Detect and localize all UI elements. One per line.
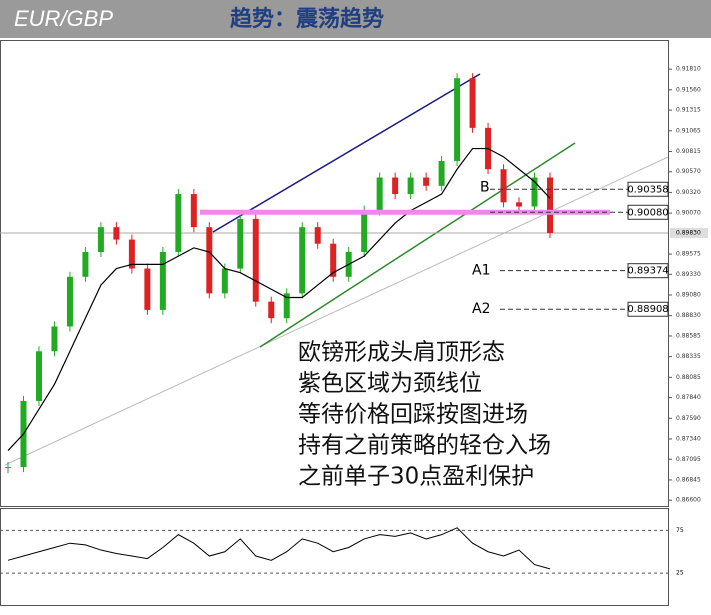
candle xyxy=(516,202,523,207)
candle xyxy=(299,227,306,294)
candle xyxy=(237,218,244,269)
candle xyxy=(423,177,430,186)
title: 趋势：震荡趋势 xyxy=(230,6,384,32)
candle xyxy=(144,268,151,310)
candle xyxy=(206,227,213,294)
candle xyxy=(361,210,368,252)
candle xyxy=(175,194,182,252)
candle xyxy=(128,239,135,269)
y-tick-label: 0.89575 xyxy=(676,251,701,258)
oscillator-line xyxy=(7,527,551,570)
y-tick-label: 0.88585 xyxy=(676,332,701,339)
level-label: 0.88908 xyxy=(627,304,668,315)
candle xyxy=(531,177,538,207)
candle xyxy=(252,218,259,302)
level-name: A1 xyxy=(472,263,490,279)
candle xyxy=(66,276,73,327)
y-tick-label: 0.86845 xyxy=(676,476,701,483)
y-tick-label: 0.91810 xyxy=(676,66,701,73)
y-tick-label: 0.87590 xyxy=(676,415,701,422)
annotation-line: 之前单子30点盈利保护 xyxy=(298,464,534,490)
y-tick-label: 0.86600 xyxy=(676,497,701,504)
y-tick-label: 0.90070 xyxy=(676,210,701,217)
level-name: B xyxy=(480,179,490,195)
y-tick-label: 0.88830 xyxy=(676,312,701,319)
candle xyxy=(35,351,42,401)
candle xyxy=(190,194,197,228)
level-box xyxy=(627,301,669,317)
candle xyxy=(392,177,399,195)
candle xyxy=(376,177,383,211)
candle xyxy=(5,467,11,469)
level-box xyxy=(627,181,669,197)
y-tick-label: 0.89330 xyxy=(676,271,701,278)
y-tick-label: 0.87095 xyxy=(676,456,701,463)
current-price-label: 0.89830 xyxy=(676,229,701,236)
candle xyxy=(51,326,58,352)
candle xyxy=(314,227,321,244)
candle xyxy=(469,78,476,128)
y-tick-label: 0.88335 xyxy=(676,353,701,360)
candle xyxy=(283,293,290,319)
candle xyxy=(330,243,337,277)
level-box xyxy=(627,204,669,220)
osc-frame xyxy=(0,508,669,606)
symbol: EUR/GBP xyxy=(14,6,113,31)
candle xyxy=(221,268,228,294)
current-price-box xyxy=(670,227,708,238)
candle xyxy=(438,160,445,186)
y-tick-label: 0.90320 xyxy=(676,189,701,196)
channel-line xyxy=(212,73,481,233)
osc-tick-label: 25 xyxy=(676,570,684,577)
candle xyxy=(268,301,275,319)
candle xyxy=(159,251,166,310)
candle xyxy=(407,177,414,195)
y-tick-label: 0.91065 xyxy=(676,127,701,134)
y-tick-label: 0.91315 xyxy=(676,107,701,114)
annotation-line: 持有之前策略的轻仓入场 xyxy=(298,433,551,459)
annotation-line: 紫色区域为颈线位 xyxy=(298,371,482,397)
y-tick-label: 0.89080 xyxy=(676,292,701,299)
candle xyxy=(113,227,120,240)
moving-average xyxy=(7,147,551,451)
y-tick-label: 0.90815 xyxy=(676,148,701,155)
candle xyxy=(97,227,104,252)
level-name: A2 xyxy=(472,301,490,317)
channel-line xyxy=(259,142,576,348)
candle xyxy=(500,169,507,203)
level-label: 0.89374 xyxy=(627,266,668,277)
header-bar xyxy=(0,0,711,38)
y-tick-label: 0.87340 xyxy=(676,435,701,442)
candle xyxy=(547,177,553,233)
y-tick-label: 0.87840 xyxy=(676,394,701,401)
level-label: 0.90358 xyxy=(627,184,668,195)
trend-line xyxy=(4,156,669,466)
osc-tick-label: 75 xyxy=(676,527,684,534)
annotation-line: 欧镑形成头肩顶形态 xyxy=(298,340,505,366)
y-tick-label: 0.90570 xyxy=(676,168,701,175)
candle xyxy=(454,78,461,161)
level-label: 0.90080 xyxy=(627,207,668,218)
y-tick-label: 0.91560 xyxy=(676,86,701,93)
annotation-line: 等待价格回踩按图进场 xyxy=(298,402,528,428)
candle xyxy=(82,251,89,277)
level-box xyxy=(627,263,669,279)
y-tick-label: 0.88085 xyxy=(676,374,701,381)
